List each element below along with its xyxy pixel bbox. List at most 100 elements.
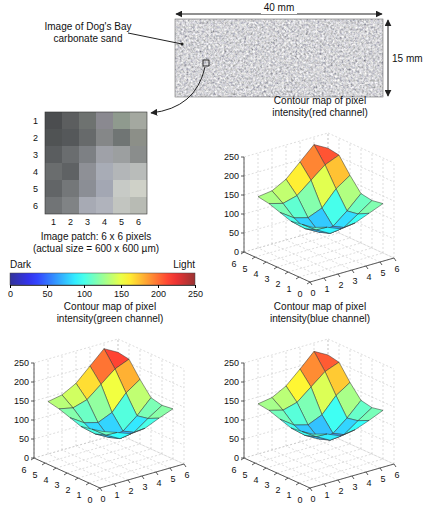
x-tick-label: 6 bbox=[394, 264, 399, 274]
x-tick-label: 3 bbox=[352, 482, 357, 492]
colorbar-tick-mark bbox=[10, 285, 11, 288]
patch-cell bbox=[96, 112, 113, 129]
patch-caption: (actual size = 600 x 600 µm) bbox=[33, 243, 159, 254]
x-tick bbox=[310, 282, 312, 285]
surface-face bbox=[302, 431, 327, 436]
label-ground bbox=[261, 3, 297, 14]
x-tick-label: 4 bbox=[366, 478, 371, 488]
patch-cell bbox=[113, 146, 130, 163]
x-tick bbox=[156, 472, 158, 475]
colorbar-tick: 150 bbox=[114, 285, 129, 299]
y-tick-label: 6 bbox=[231, 465, 236, 475]
x-tick-label: 1 bbox=[324, 490, 329, 500]
grid-line bbox=[48, 359, 49, 454]
colorbar-tick-mark bbox=[47, 285, 48, 288]
z-tick bbox=[241, 420, 244, 421]
x-tick-label: 0 bbox=[310, 288, 315, 298]
patch-cell bbox=[62, 146, 79, 163]
y-tick-label: 3 bbox=[264, 480, 269, 490]
x-tick bbox=[366, 472, 368, 475]
patch-cell bbox=[79, 197, 96, 214]
colorbar-high-label: Light bbox=[173, 259, 195, 270]
y-tick bbox=[97, 488, 100, 490]
image-patch bbox=[45, 112, 147, 214]
x-tick bbox=[324, 484, 326, 487]
surface-face bbox=[302, 224, 327, 230]
grid-line bbox=[394, 369, 395, 464]
patch-cell bbox=[130, 146, 147, 163]
height-arrow bbox=[388, 20, 389, 96]
grid-line bbox=[258, 359, 259, 454]
surface bbox=[48, 349, 173, 439]
row-label: 3 bbox=[33, 150, 38, 160]
patch-cell bbox=[96, 129, 113, 146]
y-tick bbox=[252, 257, 255, 259]
surface-panel: 01234560123456050100150200250Contour map… bbox=[224, 95, 400, 299]
panel-title: Contour map of pixel bbox=[64, 301, 156, 312]
grid-line bbox=[258, 153, 259, 248]
surface-face bbox=[148, 405, 173, 418]
colorbar-tick-label: 50 bbox=[42, 289, 52, 299]
colorbar-axis-line bbox=[11, 286, 196, 289]
z-tick-label: 100 bbox=[224, 415, 239, 425]
y-tick bbox=[296, 483, 299, 485]
y-tick-label: 2 bbox=[65, 485, 70, 495]
patch-location bbox=[203, 60, 209, 66]
grid-line bbox=[328, 434, 394, 464]
y-tick bbox=[285, 478, 288, 480]
z-tick-label: 150 bbox=[224, 396, 239, 406]
grid-line bbox=[372, 359, 373, 454]
photo-label: carbonate sand bbox=[54, 33, 123, 44]
surface bbox=[258, 351, 383, 440]
colorbar-axis: 050100150200250 bbox=[8, 285, 203, 299]
y-tick-label: 1 bbox=[286, 490, 291, 500]
y-tick-label: 1 bbox=[76, 490, 81, 500]
colorbar-tick: 50 bbox=[42, 285, 52, 299]
y-tick-label: 6 bbox=[231, 259, 236, 269]
grid-line bbox=[118, 434, 184, 464]
patch-cell bbox=[79, 163, 96, 180]
grid-line bbox=[328, 228, 394, 258]
grid-line bbox=[244, 363, 245, 458]
patch-cell bbox=[79, 112, 96, 129]
y-axis-line bbox=[34, 458, 100, 488]
x-tick bbox=[114, 484, 116, 487]
surface-face bbox=[59, 408, 84, 423]
y-tick bbox=[241, 252, 244, 254]
patch-cell bbox=[96, 146, 113, 163]
panel-title: intensity(green channel) bbox=[57, 313, 164, 324]
x-tick bbox=[394, 258, 396, 261]
y-tick-label: 6 bbox=[21, 465, 26, 475]
x-tick-label: 3 bbox=[142, 482, 147, 492]
z-tick-label: 0 bbox=[24, 453, 29, 463]
colorbar-tick-mark bbox=[158, 285, 159, 288]
x-tick-label: 1 bbox=[114, 490, 119, 500]
z-tick-label: 50 bbox=[229, 434, 239, 444]
x-tick-label: 5 bbox=[380, 268, 385, 278]
grid-line bbox=[34, 434, 118, 458]
x-tick-label: 5 bbox=[380, 474, 385, 484]
col-label: 4 bbox=[102, 217, 107, 227]
x-tick bbox=[352, 476, 354, 479]
y-tick-label: 2 bbox=[275, 279, 280, 289]
y-tick bbox=[241, 458, 244, 460]
x-tick bbox=[310, 488, 312, 491]
x-tick bbox=[338, 274, 340, 277]
z-tick bbox=[241, 195, 244, 196]
z-tick bbox=[31, 458, 34, 459]
y-tick-label: 1 bbox=[286, 284, 291, 294]
patch-cell bbox=[45, 146, 62, 163]
grid-line bbox=[328, 228, 394, 258]
y-tick bbox=[263, 262, 266, 264]
patch-cell bbox=[79, 129, 96, 146]
surface bbox=[258, 145, 383, 234]
y-tick-label: 2 bbox=[275, 485, 280, 495]
patch-cell bbox=[130, 163, 147, 180]
grid-line bbox=[184, 369, 185, 464]
x-tick-label: 6 bbox=[394, 470, 399, 480]
z-tick-label: 100 bbox=[224, 209, 239, 219]
col-label: 5 bbox=[119, 217, 124, 227]
z-tick-label: 50 bbox=[19, 434, 29, 444]
row-label: 5 bbox=[33, 184, 38, 194]
z-tick-label: 50 bbox=[229, 228, 239, 238]
